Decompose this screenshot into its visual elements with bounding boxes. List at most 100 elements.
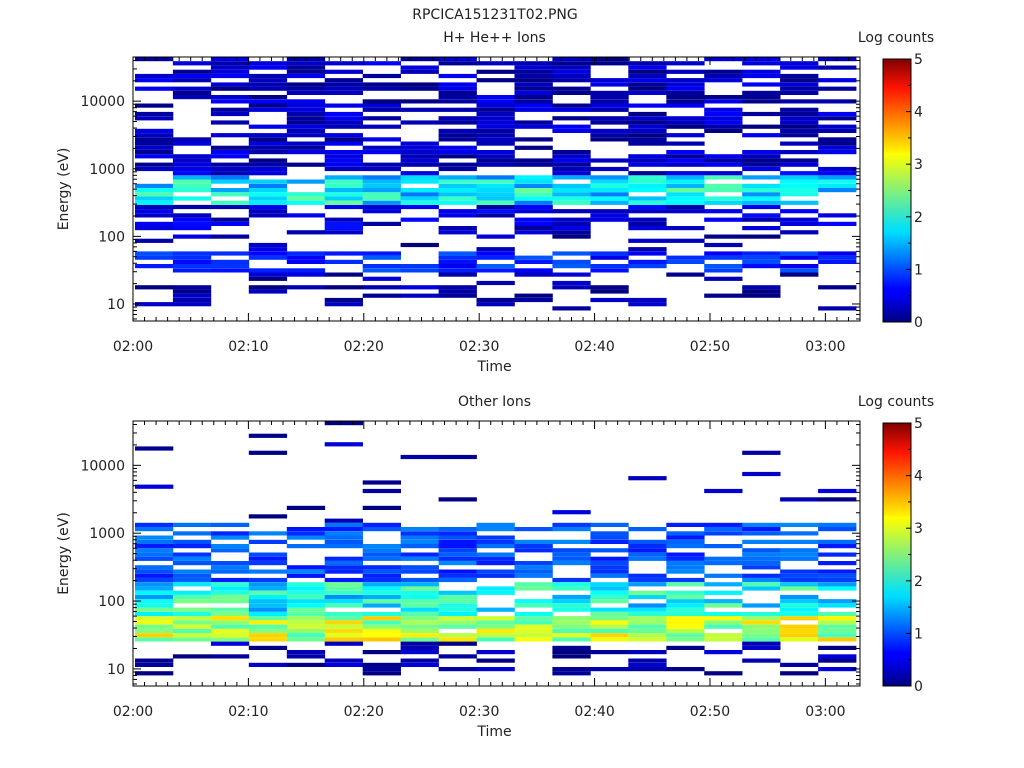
heatmap-cell (514, 73, 553, 79)
heatmap-cell (400, 141, 439, 146)
heatmap-cell (248, 103, 288, 108)
heatmap-cell (324, 61, 363, 66)
heatmap-cell (324, 522, 363, 527)
x-tick-label: 02:40 (574, 339, 614, 355)
heatmap-cell (400, 633, 439, 638)
heatmap-cell (248, 433, 288, 438)
heatmap-cell (248, 171, 288, 176)
heatmap-cell (742, 645, 781, 650)
heatmap-cell (438, 497, 477, 502)
heatmap-cell (248, 637, 288, 642)
heatmap-cell (666, 192, 705, 197)
heatmap-cell (248, 276, 288, 281)
heatmap-cell (362, 183, 401, 188)
heatmap-cell (172, 628, 212, 633)
heatmap-cell (248, 82, 288, 87)
heatmap-cell (476, 658, 515, 663)
heatmap-cell (400, 242, 439, 248)
heatmap-cell (818, 137, 857, 142)
heatmap-cell (742, 90, 781, 95)
heatmap-cell (476, 590, 515, 595)
heatmap-cell (438, 548, 477, 553)
heatmap-cell (172, 221, 212, 226)
x-axis-label: Time (476, 359, 511, 375)
heatmap-cell (628, 264, 667, 269)
heatmap-cell (514, 599, 553, 604)
heatmap-cell (704, 116, 743, 121)
heatmap-cell (514, 120, 553, 125)
heatmap-cell (400, 285, 439, 290)
heatmap-cell (590, 628, 629, 633)
heatmap-cell (590, 582, 629, 587)
heatmap-cell (210, 599, 250, 604)
heatmap-cell (514, 69, 553, 74)
colorbar-tick-label: 3 (914, 157, 923, 173)
heatmap-cell (818, 633, 857, 638)
heatmap-cell (704, 57, 743, 62)
heatmap-cell (552, 561, 591, 566)
heatmap-cell (135, 633, 174, 638)
heatmap-cell (172, 213, 212, 218)
heatmap-cell (362, 548, 401, 553)
heatmap-cell (552, 65, 591, 70)
heatmap-cell (628, 196, 667, 201)
heatmap-cell (742, 573, 781, 578)
heatmap-cell (400, 607, 439, 612)
heatmap-cell (704, 255, 743, 260)
heatmap-cell (324, 272, 363, 277)
heatmap-cell (666, 539, 705, 544)
heatmap-cell (400, 268, 439, 273)
heatmap-cell (476, 552, 515, 557)
heatmap-cell (552, 171, 591, 176)
heatmap-cell (286, 120, 326, 125)
heatmap-cell (476, 624, 515, 629)
heatmap-cell (210, 251, 250, 256)
heatmap-cell (362, 590, 401, 595)
colorbar-tick-label: 4 (914, 469, 923, 485)
heatmap-cell (438, 577, 477, 583)
heatmap-cell (476, 78, 515, 83)
heatmap-cell (400, 599, 439, 604)
heatmap-cell (362, 107, 401, 112)
figure-title: RPCICA151231T02.PNG (412, 7, 577, 23)
heatmap-cell (324, 166, 363, 172)
heatmap-cell (590, 289, 629, 294)
heatmap-cell (286, 611, 326, 617)
heatmap-cell (818, 124, 857, 129)
heatmap-cell (286, 650, 326, 655)
heatmap-cell (628, 69, 667, 74)
heatmap-cell (590, 264, 629, 269)
heatmap-cell (400, 662, 439, 667)
heatmap-cell (704, 158, 743, 163)
heatmap-cell (590, 61, 629, 66)
heatmap-cell (514, 633, 553, 638)
heatmap-cell (780, 556, 819, 561)
heatmap-cell (552, 306, 591, 311)
heatmap-cell (324, 217, 363, 222)
heatmap-cell (248, 285, 288, 290)
heatmap-cell (552, 510, 591, 515)
x-tick-label: 02:10 (228, 339, 268, 355)
heatmap-cell (210, 221, 250, 226)
heatmap-cell (818, 616, 857, 621)
heatmap-cell (362, 527, 401, 532)
heatmap-cell (704, 590, 743, 595)
heatmap-cell (552, 552, 591, 557)
heatmap-cell (248, 539, 288, 544)
heatmap-cell (438, 230, 477, 235)
heatmap-cell (210, 577, 250, 583)
heatmap-cell (400, 204, 439, 210)
heatmap-cell (172, 226, 212, 231)
heatmap-cell (172, 556, 212, 561)
heatmap-cell (135, 548, 174, 553)
heatmap-cell (780, 255, 819, 260)
heatmap-cell (210, 217, 250, 222)
heatmap-cell (438, 188, 477, 193)
heatmap-cell (552, 69, 591, 74)
heatmap-cell (666, 633, 705, 638)
heatmap-cell (590, 650, 629, 655)
heatmap-cell (666, 594, 705, 600)
y-axis: 10 100 1000 10000 (80, 59, 860, 320)
heatmap-cell (552, 103, 591, 108)
heatmap-cell (400, 200, 439, 205)
